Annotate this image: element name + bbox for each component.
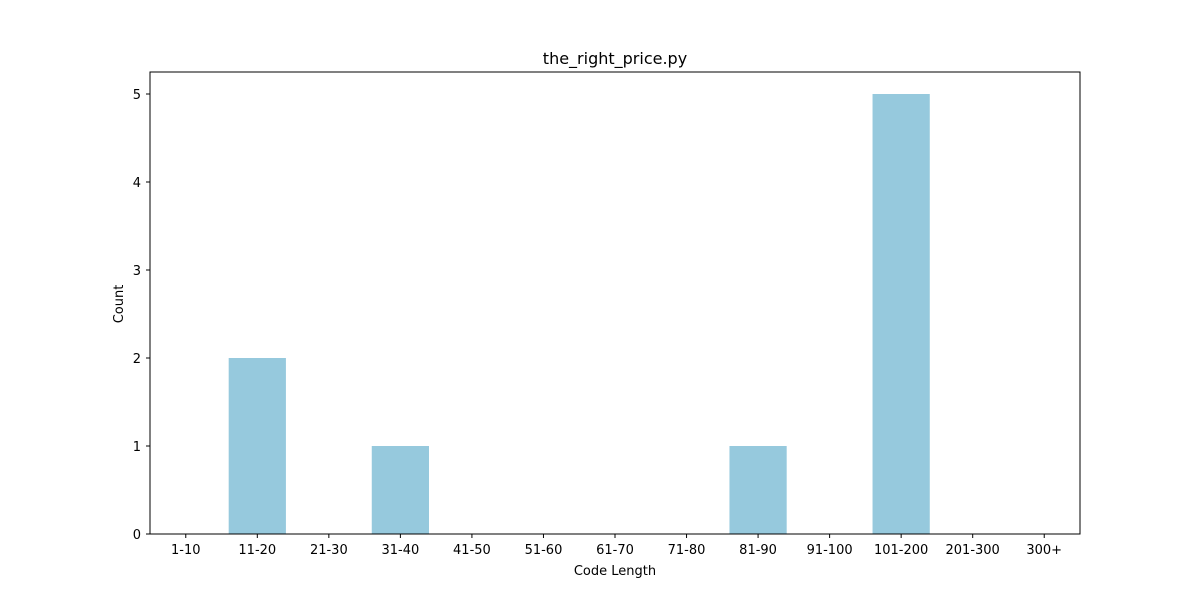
y-tick-label: 5 (133, 88, 141, 103)
y-tick-label: 2 (133, 352, 141, 367)
x-tick-label: 31-40 (381, 543, 419, 558)
y-tick-label: 4 (133, 176, 141, 191)
x-tick-label: 81-90 (739, 543, 777, 558)
x-tick-label: 51-60 (525, 543, 563, 558)
x-tick-label: 300+ (1026, 543, 1062, 558)
bar-101-200 (872, 94, 930, 534)
bars-group (228, 94, 930, 534)
plot-frame (149, 71, 1081, 535)
y-tick-label: 1 (133, 440, 141, 455)
x-tick-label: 11-20 (238, 543, 276, 558)
x-tick-label: 101-200 (874, 543, 928, 558)
x-tick-label: 71-80 (668, 543, 706, 558)
y-axis: 0 1 2 3 4 5 (133, 88, 150, 543)
y-tick-label: 3 (133, 264, 141, 279)
x-tick-label: 1-10 (171, 543, 201, 558)
bar-11-20 (228, 358, 286, 534)
x-axis: 1-10 11-20 21-30 31-40 41-50 51-60 61-70 71-80 8… (171, 534, 1062, 558)
x-tick-label: 201-300 (946, 543, 1000, 558)
bar-81-90 (729, 446, 787, 534)
x-tick-label: 21-30 (310, 543, 348, 558)
x-tick-label: 41-50 (453, 543, 491, 558)
chart-title: the_right_price.py (543, 49, 687, 69)
bar-31-40 (371, 446, 429, 534)
y-axis-label: Count (112, 285, 127, 324)
y-tick-label: 0 (133, 528, 141, 543)
x-axis-label: Code Length (574, 564, 656, 579)
x-tick-label: 91-100 (807, 543, 853, 558)
x-tick-label: 61-70 (596, 543, 634, 558)
